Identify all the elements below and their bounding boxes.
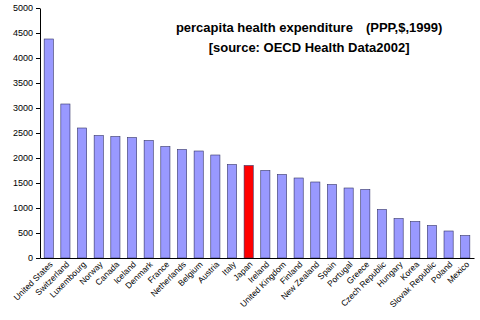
bar [127,138,136,259]
y-tick-label: 0 [28,253,33,263]
y-tick-label: 3500 [13,78,33,88]
chart: 0 500 1000 1500 2000 2500 3000 3500 4000 4500 5000… [0,0,480,320]
y-tick-mark [36,83,40,84]
y-tick-mark [36,158,40,159]
y-tick: 500 [18,228,40,238]
x-tick-label: New Zealand [279,259,322,302]
y-tick: 5000 [13,3,40,13]
y-tick-label: 1500 [13,178,33,188]
x-tick: New Zealand [279,258,322,302]
x-tick: Austria [196,258,222,285]
y-tick-label: 2000 [13,153,33,163]
x-tick: Slovak Republic [388,258,439,309]
y-tick: 3500 [13,78,40,88]
bar [244,166,253,259]
bar [161,147,170,259]
y-tick-label: 1000 [13,203,33,213]
y-tick-mark [36,258,40,259]
y-tick: 1500 [13,178,40,188]
y-tick-mark [36,8,40,9]
y-tick-mark [36,208,40,209]
x-axis: United StatesSwitzerlandLuxembourgNorway… [12,258,475,309]
bar [444,231,453,258]
bar [461,236,470,259]
bar [177,150,186,259]
y-tick: 4500 [13,28,40,38]
bar [361,190,370,259]
y-tick: 2500 [13,128,40,138]
bar [77,128,86,258]
x-tick: United Kingdom [238,258,288,309]
bar [377,210,386,259]
x-tick-label: Austria [196,259,222,285]
bars [44,39,470,258]
x-tick-label: United Kingdom [238,259,288,309]
bar [44,39,53,258]
y-tick-label: 4500 [13,28,33,38]
y-tick-mark [36,133,40,134]
bar [311,182,320,258]
bar [277,175,286,259]
x-tick-label: Mexico [445,259,471,285]
y-tick-label: 2500 [13,128,33,138]
bar [211,155,220,258]
x-axis-line [41,258,475,259]
y-tick-mark [36,58,40,59]
y-tick: 3000 [13,103,40,113]
x-tick: Mexico [445,258,471,285]
bar [427,226,436,259]
y-tick-mark [36,108,40,109]
y-axis: 0 500 1000 1500 2000 2500 3000 3500 4000 4500 5000 [13,3,41,263]
subtitle: [source: OECD Health Data2002] [209,40,410,55]
bar [111,137,120,259]
bar [144,141,153,259]
y-tick-mark [36,233,40,234]
y-tick-mark [36,33,40,34]
y-tick-label: 500 [18,228,33,238]
y-tick-mark [36,183,40,184]
y-tick: 4000 [13,53,40,63]
bar [327,185,336,259]
bar [394,219,403,259]
bar [411,222,420,259]
y-tick: 2000 [13,153,40,163]
y-tick-label: 5000 [13,3,33,13]
y-tick-label: 4000 [13,53,33,63]
x-tick-label: Slovak Republic [388,259,439,310]
bar [61,104,70,258]
bar [194,151,203,258]
plot: 0 500 1000 1500 2000 2500 3000 3500 4000 4500 5000… [12,3,475,309]
title: percapita health expenditure (PPP,$,1999… [176,20,442,35]
y-tick: 1000 [13,203,40,213]
y-tick-label: 3000 [13,103,33,113]
bar [344,188,353,258]
bar [261,171,270,259]
bar [94,136,103,259]
bar [294,178,303,258]
y-tick: 0 [28,253,40,263]
y-axis-line [40,9,41,259]
bar [227,165,236,259]
